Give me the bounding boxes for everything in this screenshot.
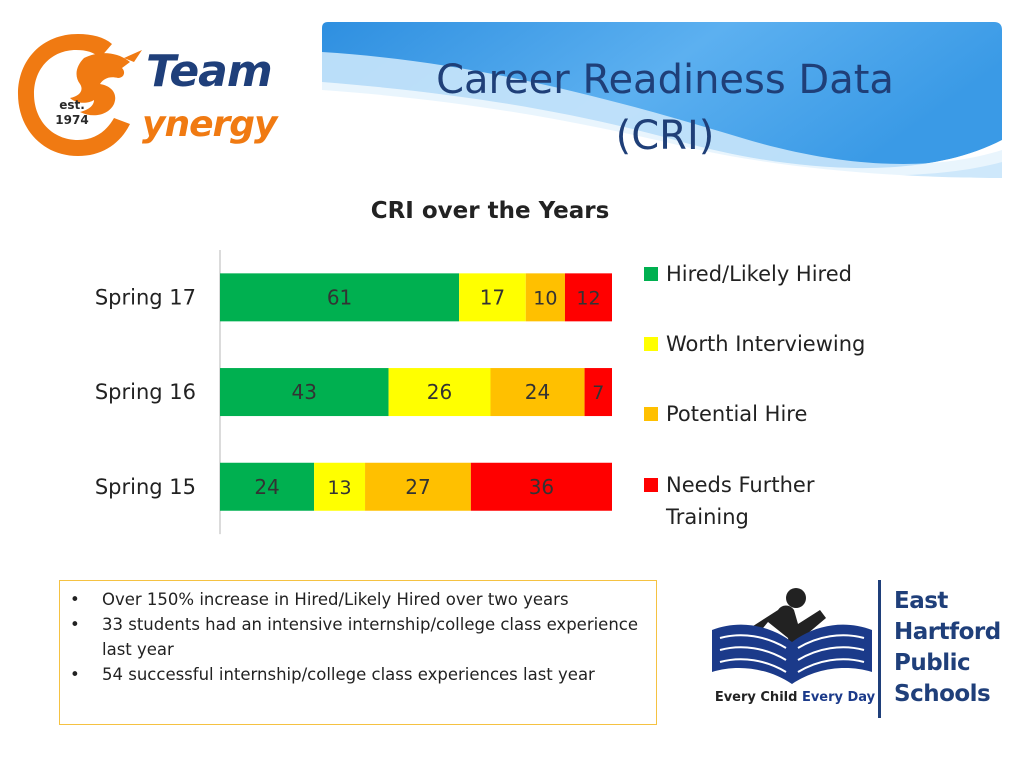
category-label: Spring 15 — [95, 475, 196, 499]
district-name-line: Hartford — [894, 619, 1001, 645]
bullet-icon: • — [70, 615, 80, 634]
district-name-line: Public — [894, 650, 971, 676]
legend-label: Hired/Likely Hired — [666, 262, 852, 286]
bar-segment — [314, 462, 366, 511]
bar-segment — [459, 273, 526, 322]
established-label: est. 1974 — [55, 98, 89, 127]
data-label: 24 — [254, 475, 279, 499]
bar-segment — [564, 273, 612, 322]
highlight-text: 33 students had an intensive internship/… — [102, 615, 639, 659]
highlight-text: 54 successful internship/college class e… — [102, 665, 595, 684]
data-label: 10 — [533, 287, 557, 309]
category-label: Spring 17 — [95, 285, 196, 309]
bar-segment — [470, 462, 612, 511]
logo-divider — [878, 580, 881, 718]
data-label: 26 — [427, 380, 452, 404]
team-synergy-logo: est. 1974 Team ynergy — [14, 28, 314, 163]
legend-label: Potential Hire — [666, 402, 808, 426]
data-label: 12 — [576, 287, 600, 309]
category-labels: Spring 17 Spring 16 Spring 15 — [95, 285, 196, 498]
highlights-box: • Over 150% increase in Hired/Likely Hire… — [59, 580, 657, 725]
page-title: Career Readiness Data (CRI) — [436, 57, 894, 159]
bar-segment — [525, 273, 565, 322]
dragon-icon — [18, 34, 142, 156]
legend-label: Worth Interviewing — [666, 332, 866, 356]
bar-segment — [220, 462, 315, 511]
data-label: 36 — [529, 475, 554, 499]
title-banner — [322, 22, 1002, 178]
logo-word-team: Team — [146, 46, 273, 97]
legend-swatch — [644, 478, 658, 492]
bar-segment — [365, 462, 471, 511]
highlights-list: • Over 150% increase in Hired/Likely Hire… — [60, 581, 656, 687]
data-label: 7 — [592, 382, 604, 404]
bullet-icon: • — [70, 590, 80, 609]
highlight-text: Over 150% increase in Hired/Likely Hired… — [102, 590, 569, 609]
book-reader-icon — [712, 588, 872, 684]
legend-swatch — [644, 267, 658, 281]
data-label: 17 — [480, 285, 505, 309]
data-label: 24 — [525, 380, 550, 404]
bullet-icon: • — [70, 665, 80, 684]
district-name-line: Schools — [894, 681, 991, 707]
data-label: 43 — [292, 380, 317, 404]
district-tagline: Every Child Every Day — [714, 690, 876, 705]
data-label: 13 — [327, 477, 351, 499]
chart-title: CRI over the Years — [370, 198, 610, 224]
data-label: 27 — [405, 475, 430, 499]
bar-segment — [388, 368, 491, 417]
bar-segment — [220, 273, 460, 322]
data-label: 61 — [327, 285, 352, 309]
bar-segment — [220, 368, 389, 417]
chart-bars: 61 17 10 12 43 26 24 7 24 13 27 36 — [220, 273, 612, 511]
legend-swatch — [644, 407, 658, 421]
highlight-item: • Over 150% increase in Hired/Likely Hire… — [70, 587, 646, 612]
legend-swatch — [644, 337, 658, 351]
highlight-item: • 33 students had an intensive internship… — [70, 612, 646, 662]
highlight-item: • 54 successful internship/college class … — [70, 662, 646, 687]
district-name-line: East — [894, 588, 948, 614]
category-label: Spring 16 — [95, 380, 196, 404]
district-logo: Every Child Every Day East Hartford Publ… — [708, 580, 1018, 720]
bar-segment — [490, 368, 585, 417]
legend-label: Needs Further Training — [666, 473, 815, 529]
district-name: East Hartford Public Schools — [894, 586, 1018, 710]
logo-word-synergy: ynergy — [142, 104, 278, 145]
bar-segment — [584, 368, 612, 417]
